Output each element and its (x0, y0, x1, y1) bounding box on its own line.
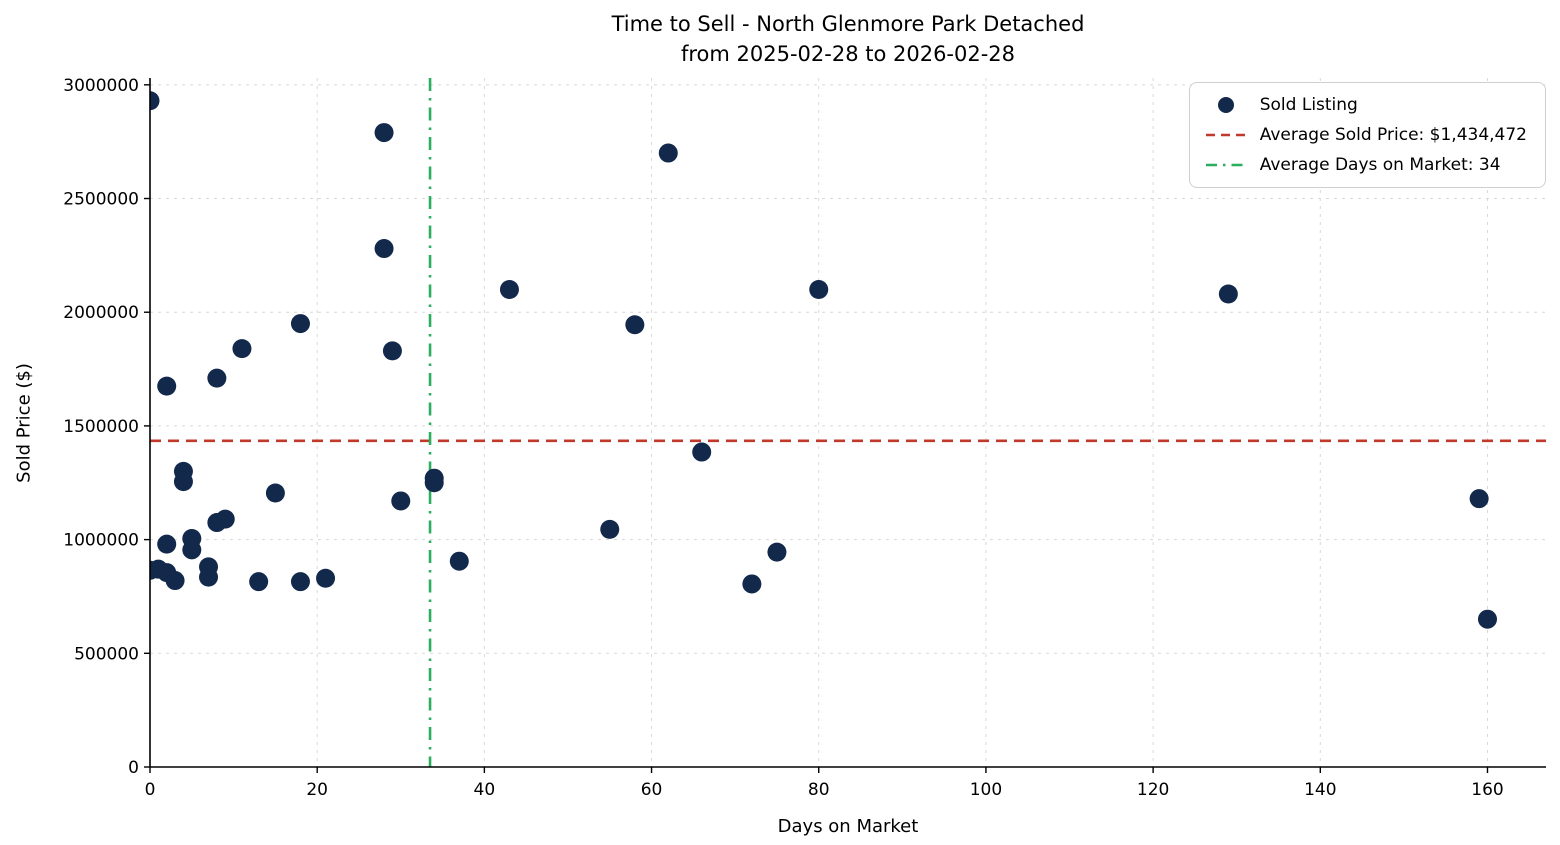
data-point (290, 572, 310, 592)
data-point (809, 279, 829, 299)
x-tick-label: 0 (145, 780, 156, 800)
data-point (767, 542, 787, 562)
y-axis-label: Sold Price ($) (13, 363, 35, 483)
scatter-points (150, 91, 1497, 629)
legend-label-average-days: Average Days on Market: 34 (1259, 155, 1501, 175)
data-point (157, 376, 177, 396)
data-point (374, 239, 394, 259)
legend: Sold Listing Average Sold Price: $1,434,… (1188, 82, 1546, 188)
data-point (382, 341, 402, 361)
x-tick-label: 160 (1471, 780, 1503, 800)
average-days-line-icon (1205, 163, 1246, 167)
data-point (1218, 284, 1238, 304)
data-point (150, 91, 160, 111)
x-axis-label: Days on Market (777, 816, 919, 837)
data-point (391, 491, 411, 511)
average-price-line-icon (1205, 133, 1246, 137)
data-point (265, 483, 285, 503)
data-point (424, 473, 444, 493)
x-tick-label: 80 (808, 780, 830, 800)
data-point (742, 574, 762, 594)
chart-title-block: Time to Sell - North Glenmore Park Detac… (150, 10, 1546, 70)
data-point (157, 534, 177, 554)
y-tick-label: 2500000 (63, 190, 139, 210)
chart-subtitle: from 2025-02-28 to 2026-02-28 (680, 41, 1016, 66)
data-point (499, 279, 519, 299)
chart-title: Time to Sell - North Glenmore Park Detac… (611, 12, 1085, 36)
data-point (1477, 609, 1497, 629)
legend-label-average-price: Average Sold Price: $1,434,472 (1259, 125, 1527, 145)
data-point (207, 513, 227, 533)
y-tick-label: 1500000 (63, 417, 139, 437)
legend-item-sold-listing: Sold Listing (1204, 95, 1527, 115)
sold-listing-marker-icon (1217, 97, 1234, 113)
x-tick-label: 120 (1137, 780, 1169, 800)
y-tick-label: 2000000 (63, 303, 139, 323)
data-point (658, 143, 678, 163)
data-point (165, 571, 185, 591)
x-tick-label: 100 (970, 780, 1002, 800)
y-tick-label: 1000000 (63, 531, 139, 551)
x-tick-label: 40 (474, 780, 496, 800)
data-point (249, 572, 269, 592)
data-point (316, 568, 336, 588)
data-point (232, 339, 252, 359)
data-point (692, 442, 712, 462)
data-point (374, 123, 394, 143)
data-point (173, 472, 193, 492)
y-tick-label: 3000000 (63, 76, 139, 96)
x-tick-label: 20 (306, 780, 328, 800)
x-tick-label: 140 (1304, 780, 1336, 800)
data-point (207, 368, 227, 388)
y-tick-label: 500000 (74, 644, 139, 664)
data-point (1469, 489, 1489, 509)
data-point (625, 315, 645, 335)
data-point (199, 567, 219, 587)
data-point (449, 551, 469, 571)
data-point (290, 314, 310, 334)
legend-label-sold-listing: Sold Listing (1259, 95, 1358, 115)
legend-item-average-price: Average Sold Price: $1,434,472 (1204, 125, 1527, 145)
x-tick-label: 60 (641, 780, 663, 800)
data-point (600, 519, 620, 539)
data-point (182, 540, 202, 560)
y-tick-label: 0 (128, 758, 139, 778)
data-point (150, 560, 160, 580)
legend-item-average-days: Average Days on Market: 34 (1204, 155, 1527, 175)
